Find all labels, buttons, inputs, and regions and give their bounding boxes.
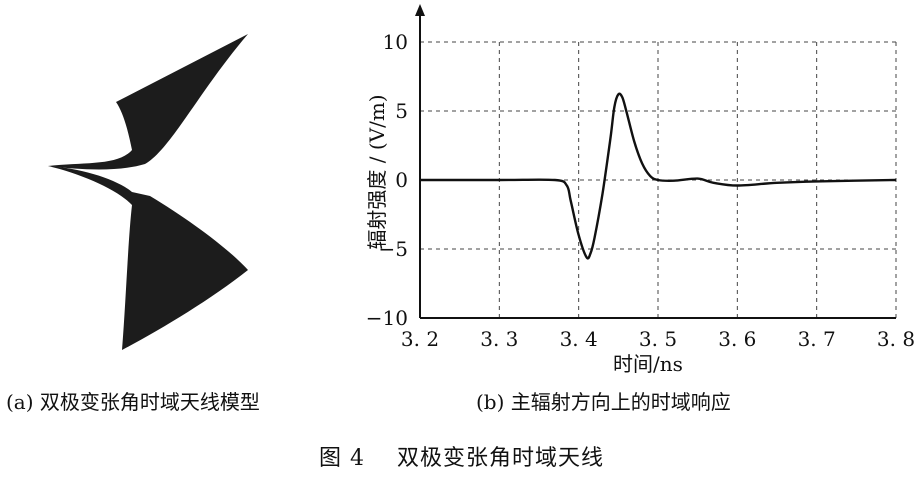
x-tick-label: 3. 5 (639, 327, 677, 351)
time-response-chart: 3. 2 3. 3 3. 4 3. 5 3. 6 3. 7 3. 8 10 5 0 −5 −10 时间… (365, 4, 915, 376)
antenna-upper-arm (48, 34, 248, 170)
figure-caption: 图 4 双极变张角时域天线 (0, 440, 923, 472)
x-tick-label: 3. 4 (560, 327, 598, 351)
y-tick-label: 0 (395, 168, 408, 192)
x-tick-label: 3. 2 (401, 327, 439, 351)
y-axis-label: 辐射强度 / (V/m) (365, 94, 389, 249)
y-tick-label: 5 (395, 99, 408, 123)
series-line (420, 92, 897, 260)
x-tick-label: 3. 6 (718, 327, 756, 351)
x-tick-label: 3. 3 (480, 327, 518, 351)
antenna-model (48, 34, 248, 350)
y-tick-label: −5 (379, 237, 408, 261)
x-tick-label: 3. 8 (877, 327, 915, 351)
x-tick-label: 3. 7 (798, 327, 836, 351)
chart-grid (420, 38, 897, 318)
chart-axes (415, 4, 896, 319)
panel-a-caption: (a) 双极变张角时域天线模型 (6, 390, 260, 414)
antenna-lower-arm (48, 166, 248, 350)
y-tick-label: 10 (383, 30, 408, 54)
figure-number: 图 4 (319, 446, 365, 471)
y-tick-label: −10 (366, 306, 408, 330)
chart-ticks: 3. 2 3. 3 3. 4 3. 5 3. 6 3. 7 3. 8 10 5 0 −5 −10 (366, 30, 915, 351)
x-axis-label: 时间/ns (613, 352, 683, 376)
chart-series (420, 92, 897, 260)
panel-b-caption: (b) 主辐射方向上的时域响应 (476, 390, 731, 414)
figure-title: 双极变张角时域天线 (396, 446, 604, 471)
y-axis-arrow (415, 4, 425, 16)
